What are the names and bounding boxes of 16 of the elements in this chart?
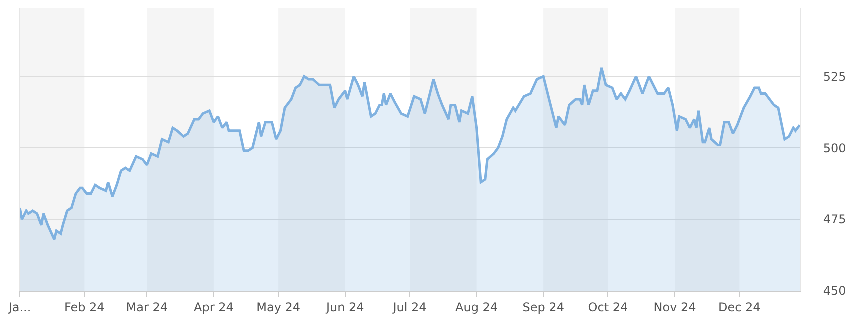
x-tick-label: Nov 24 [654, 300, 696, 314]
x-tick-label: Sep 24 [522, 300, 564, 314]
x-tick-label: Dec 24 [718, 300, 761, 314]
y-tick-label: 525 [823, 70, 846, 84]
x-tick-label: Aug 24 [456, 300, 498, 314]
x-tick-label: Jul 24 [392, 300, 427, 314]
y-tick-label: 500 [823, 141, 846, 156]
x-tick-label: Apr 24 [194, 300, 234, 314]
x-tick-label: Jun 24 [325, 300, 364, 314]
y-tick-label: 450 [823, 284, 846, 298]
x-tick-label: Mar 24 [126, 300, 168, 314]
x-tick-label: Oct 24 [588, 300, 628, 314]
x-tick-label: Feb 24 [64, 300, 105, 314]
x-tick-label: Ja... [8, 300, 32, 314]
y-tick-label: 475 [823, 212, 846, 227]
x-tick-label: May 24 [256, 300, 301, 314]
